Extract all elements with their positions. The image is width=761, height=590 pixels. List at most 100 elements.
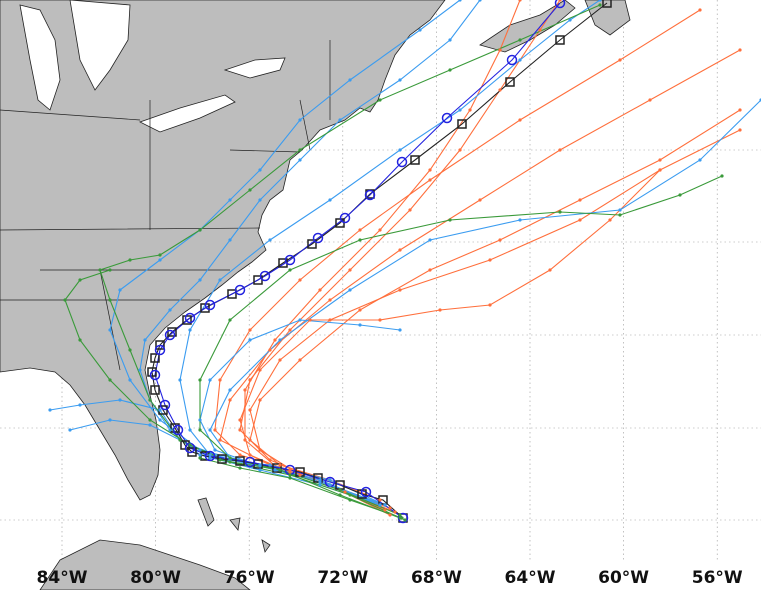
- track-point: [178, 378, 182, 382]
- lon-label: 60°W: [598, 568, 649, 588]
- track-point: [618, 208, 622, 212]
- track-point: [328, 478, 332, 482]
- track-point: [720, 174, 724, 178]
- track-point: [343, 490, 347, 494]
- track-point: [138, 368, 142, 372]
- track-point: [243, 438, 247, 442]
- track-marker: [150, 385, 160, 395]
- track: [199, 175, 723, 516]
- track-point: [598, 3, 602, 7]
- track-marker: [364, 189, 376, 201]
- track-point: [128, 348, 132, 352]
- track-point: [448, 38, 452, 42]
- track-consensus: [154, 2, 561, 519]
- track-point: [478, 0, 482, 2]
- track-point: [128, 378, 132, 382]
- track-point: [78, 338, 82, 342]
- track-marker: [204, 299, 216, 311]
- track-point: [388, 513, 392, 517]
- track-point: [198, 228, 202, 232]
- track-point: [288, 470, 292, 474]
- track-marker: [235, 456, 245, 466]
- track-point: [298, 148, 302, 152]
- track-point: [378, 228, 382, 232]
- track-point: [218, 438, 222, 442]
- track-point: [108, 418, 112, 422]
- track-marker: [505, 77, 515, 87]
- track-point: [108, 378, 112, 382]
- track: [249, 129, 741, 513]
- track-point: [258, 368, 262, 372]
- track-point: [298, 318, 302, 322]
- track-point: [208, 378, 212, 382]
- track-point: [228, 318, 232, 322]
- track-marker: [167, 327, 177, 337]
- track-marker: [217, 454, 227, 464]
- track-point: [388, 506, 392, 510]
- track-point: [398, 248, 402, 252]
- longitude-labels: 84°W 80°W 76°W 72°W 68°W 64°W 60°W 56°W: [37, 568, 743, 588]
- track-point: [298, 278, 302, 282]
- track-points: [238, 168, 662, 510]
- track-marker: [172, 424, 184, 436]
- track-point: [348, 493, 352, 497]
- track-point: [278, 468, 282, 472]
- track-point: [738, 128, 742, 132]
- track-point: [143, 338, 147, 342]
- track-point: [208, 456, 212, 460]
- track-points: [248, 128, 742, 514]
- track-point: [558, 210, 562, 214]
- track-marker: [555, 35, 565, 45]
- track-point: [248, 453, 252, 457]
- track-point: [208, 428, 212, 432]
- track-point: [228, 198, 232, 202]
- track-point: [558, 0, 562, 2]
- track-point: [488, 303, 492, 307]
- track-marker: [227, 289, 237, 299]
- track-point: [698, 158, 702, 162]
- lake: [69, 0, 131, 91]
- track-point: [198, 278, 202, 282]
- track-marker: [457, 119, 467, 129]
- lake: [19, 4, 61, 111]
- track-point: [238, 428, 242, 432]
- track-point: [398, 513, 402, 517]
- track: [199, 457, 403, 519]
- track-marker: [147, 367, 157, 377]
- track-point: [248, 408, 252, 412]
- track-points: [198, 456, 404, 520]
- track-point: [658, 168, 662, 172]
- track-marker: [506, 54, 518, 66]
- track-point: [208, 453, 212, 457]
- track-point: [738, 48, 742, 52]
- track-marker: [284, 254, 296, 266]
- track-point: [288, 473, 292, 477]
- lon-label: 72°W: [317, 568, 368, 588]
- track-point: [338, 118, 342, 122]
- track-marker: [170, 423, 180, 433]
- track-point: [273, 338, 277, 342]
- track-point: [383, 503, 387, 507]
- track-point: [248, 378, 252, 382]
- track-point: [288, 268, 292, 272]
- track-point: [393, 510, 397, 514]
- track-point: [198, 453, 202, 457]
- track-point: [178, 438, 182, 442]
- track-point: [238, 418, 242, 422]
- track-point: [398, 148, 402, 152]
- ensemble-tracks: [48, 0, 761, 524]
- track-point: [248, 328, 252, 332]
- track-point: [648, 98, 652, 102]
- track-point: [188, 328, 192, 332]
- track-point: [338, 488, 342, 492]
- track-point: [168, 428, 172, 432]
- track-marker: [184, 312, 196, 324]
- newfoundland: [584, 0, 631, 36]
- track-point: [403, 518, 407, 522]
- track-point: [518, 118, 522, 122]
- track-point: [358, 228, 362, 232]
- track-point: [328, 298, 332, 302]
- track-point: [268, 458, 272, 462]
- track-marker: [272, 463, 282, 473]
- track-point: [358, 323, 362, 327]
